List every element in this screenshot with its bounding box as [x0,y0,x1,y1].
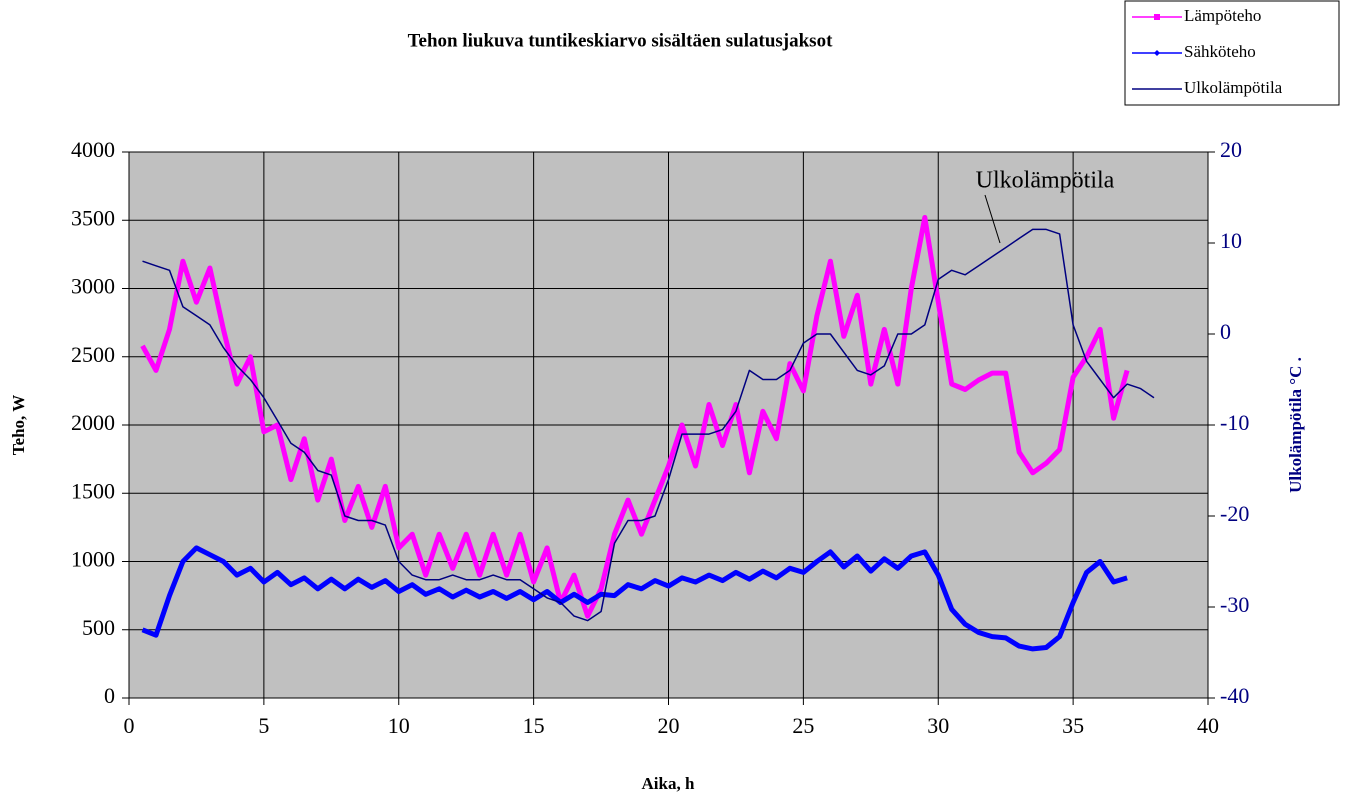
x-tick-label: 30 [927,713,949,738]
chart-title: Tehon liukuva tuntikeskiarvo sisältäen s… [408,30,833,51]
y2-tick-label: 10 [1220,228,1242,253]
x-tick-label: 10 [388,713,410,738]
x-tick-label: 20 [658,713,680,738]
annotation: Ulkolämpötila [976,168,1115,194]
x-tick-label: 5 [258,713,269,738]
y2-tick-label: -30 [1220,592,1249,617]
y2-tick-label: -10 [1220,410,1249,435]
y2-tick-label: 20 [1220,137,1242,162]
x-tick-label: 40 [1197,713,1219,738]
x-tick-label: 25 [792,713,814,738]
x-tick-label: 35 [1062,713,1084,738]
y-tick-label: 2500 [71,342,115,367]
series-line [141,545,1128,652]
plot-frame [128,151,1209,699]
y-axis-label: Teho, W [9,395,28,455]
y2-tick-label: -20 [1220,501,1249,526]
y-tick-label: 500 [82,615,115,640]
x-tick-label: 0 [124,713,135,738]
y2-tick-label: -40 [1220,683,1249,708]
legend-label: Lämpöteho [1184,6,1261,25]
y-tick-label: 3000 [71,274,115,299]
series-line [140,215,1130,619]
y-tick-label: 3500 [71,205,115,230]
y2-tick-label: 0 [1220,319,1231,344]
y-tick-label: 0 [104,683,115,708]
legend-label: Sähköteho [1184,42,1256,61]
x-axis-label: Aika, h [642,774,695,793]
legend-label: Ulkolämpötila [1184,78,1283,97]
y-tick-label: 1000 [71,547,115,572]
series-line [142,228,1155,622]
x-tick-label: 15 [523,713,545,738]
legend-marker [1154,14,1160,20]
y2-axis-label: Ulkolämpötila °C . [1286,357,1305,493]
y-tick-label: 4000 [71,137,115,162]
legend-marker [1154,50,1160,56]
y-tick-label: 1500 [71,478,115,503]
y-tick-label: 2000 [71,410,115,435]
annotation-line [984,194,1001,244]
